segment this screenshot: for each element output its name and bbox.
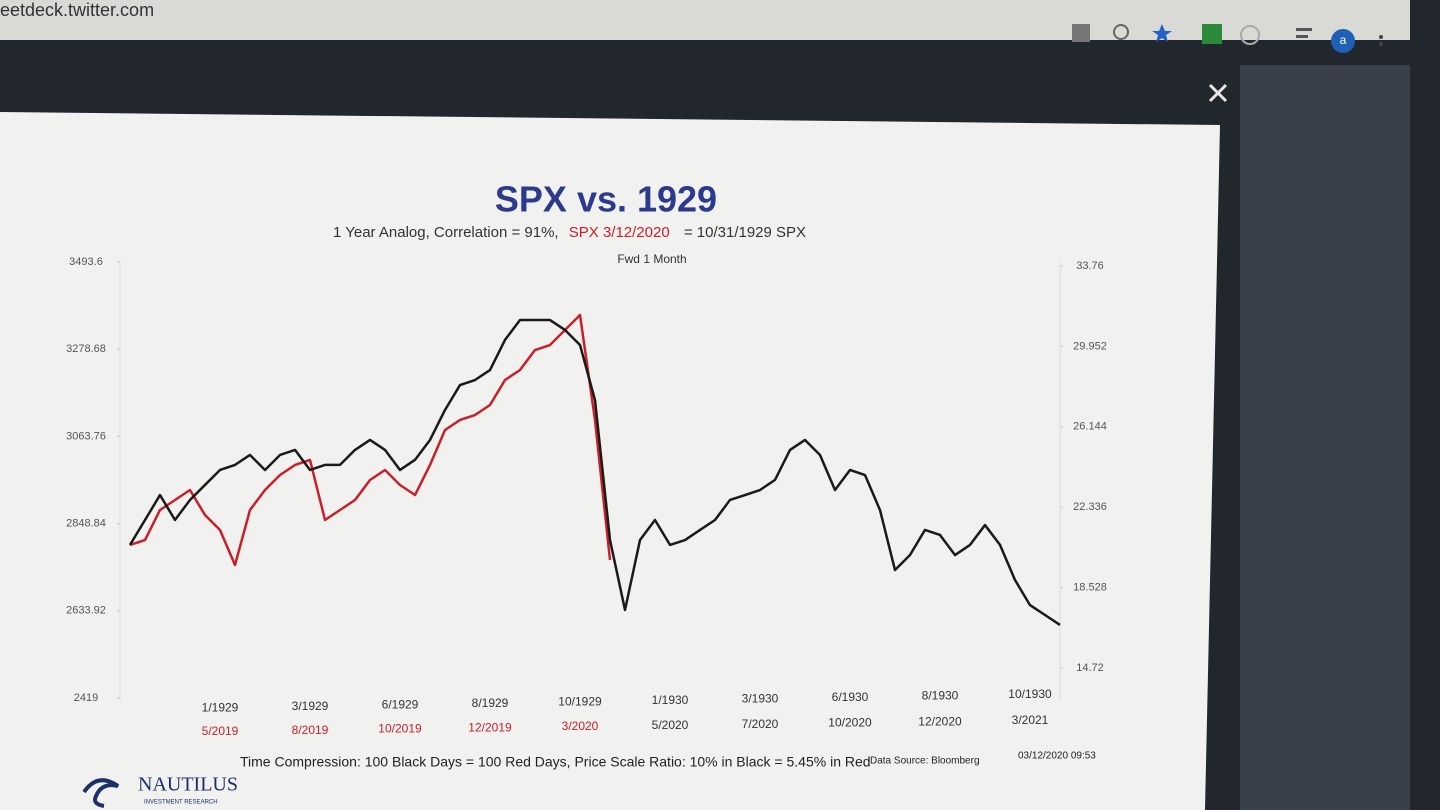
y2-tick-label: 22.336 xyxy=(1073,501,1107,513)
x-tick-label: 3/1929 xyxy=(292,699,329,713)
x-tick-label-2: 10/2019 xyxy=(378,722,422,736)
x-tick-label: 6/1930 xyxy=(832,690,869,704)
footnote: Time Compression: 100 Black Days = 100 R… xyxy=(240,754,871,770)
x-tick-label-2: 5/2019 xyxy=(202,724,239,738)
menu-icon[interactable] xyxy=(1296,28,1312,31)
y-tick-label: 3278.68 xyxy=(66,343,106,355)
x-tick-label-2: 3/2021 xyxy=(1012,713,1049,727)
subtitle-part: 1 Year Analog, Correlation = 91%, xyxy=(333,224,559,241)
logo-mark xyxy=(82,778,120,808)
x-tick-label-2: 5/2020 xyxy=(652,718,689,732)
y2-tick-label: 26.144 xyxy=(1073,421,1107,433)
x-tick-label-2: 7/2020 xyxy=(742,717,779,731)
timestamp: 03/12/2020 09:53 xyxy=(1018,751,1096,762)
chart-image xyxy=(0,112,1220,810)
y2-tick-label: 33.76 xyxy=(1076,260,1104,272)
series-line xyxy=(128,318,1061,626)
x-tick-label-2: 10/2020 xyxy=(828,716,872,730)
more-icon[interactable] xyxy=(1379,42,1383,46)
menu-icon[interactable] xyxy=(1296,35,1308,38)
x-tick-label: 6/1929 xyxy=(382,698,419,712)
x-tick-label: 3/1930 xyxy=(742,692,779,706)
translate-icon[interactable] xyxy=(1072,24,1090,42)
x-tick-label-2: 12/2020 xyxy=(918,714,962,728)
y2-tick-label: 29.952 xyxy=(1073,340,1107,352)
subtitle: 1 Year Analog, Correlation = 91%, SPX 3/… xyxy=(333,224,806,241)
x-tick-label: 8/1929 xyxy=(472,696,509,710)
y2-tick-label: 14.72 xyxy=(1076,662,1104,674)
avatar[interactable] xyxy=(1331,29,1355,53)
annotation: Fwd 1 Month xyxy=(617,252,686,266)
subtitle-part: = 10/31/1929 SPX xyxy=(684,224,806,241)
logo: NAUTILUS xyxy=(138,774,238,796)
x-tick-label: 10/1929 xyxy=(558,695,602,709)
close-button[interactable] xyxy=(1208,83,1228,103)
avatar-letter: a xyxy=(1340,33,1347,47)
y-tick-label: 3063.76 xyxy=(66,430,106,442)
y-tick-label: 3493.6 xyxy=(69,256,103,268)
x-tick-label: 10/1930 xyxy=(1008,687,1052,701)
x-tick-label: 1/1929 xyxy=(202,701,239,715)
side-panel xyxy=(1240,65,1410,810)
source: Data Source: Bloomberg xyxy=(870,756,980,767)
series-line xyxy=(129,313,612,567)
more-icon[interactable] xyxy=(1379,35,1383,39)
url[interactable]: eetdeck.twitter.com xyxy=(0,0,154,20)
extension-icon[interactable] xyxy=(1202,24,1222,44)
subtitle-part: SPX 3/12/2020 xyxy=(569,224,670,241)
browser-toolbar xyxy=(0,0,1410,40)
zoom-icon[interactable] xyxy=(1113,24,1129,40)
x-tick-label: 1/1930 xyxy=(652,693,689,707)
y2-tick-label: 18.528 xyxy=(1073,582,1107,594)
bookmark-star[interactable] xyxy=(1152,24,1172,42)
x-tick-label-2: 8/2019 xyxy=(292,723,329,737)
x-tick-label: 8/1930 xyxy=(922,689,959,703)
x-tick-label-2: 12/2019 xyxy=(468,720,512,734)
chart-title: SPX vs. 1929 xyxy=(495,179,717,220)
logo-sub: INVESTMENT RESEARCH xyxy=(144,800,218,806)
y-tick-label: 2633.92 xyxy=(66,605,106,617)
extension-icon[interactable] xyxy=(1240,25,1260,45)
x-tick-label-2: 3/2020 xyxy=(562,719,599,733)
y-tick-label: 2848.84 xyxy=(66,518,106,530)
y-tick-label: 2419 xyxy=(74,692,98,704)
